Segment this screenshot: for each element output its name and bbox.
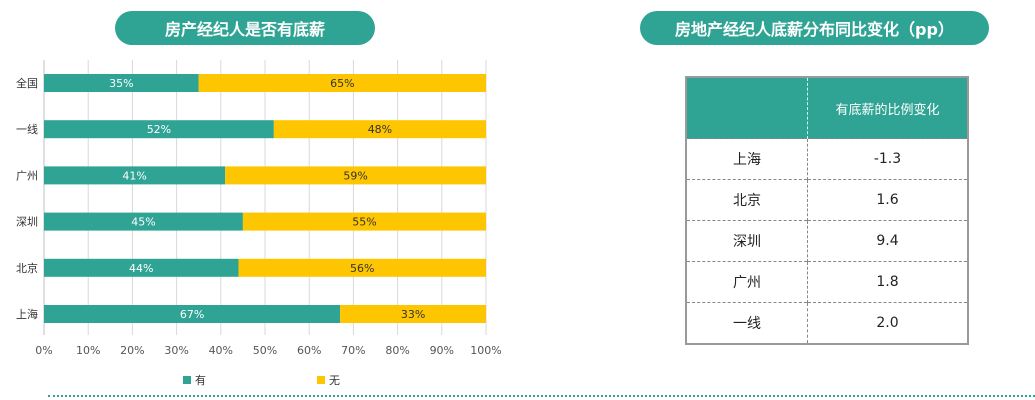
x-tick-label: 20% <box>120 344 144 357</box>
bar-segment-yes <box>44 212 243 231</box>
bar-segment-yes <box>44 166 226 185</box>
data-label: 45% <box>131 216 155 229</box>
row-value: 9.4 <box>807 220 968 262</box>
x-tick-label: 40% <box>209 344 233 357</box>
table-row: 一线 2.0 <box>686 302 968 344</box>
data-label: 56% <box>350 262 374 275</box>
table-row: 上海 -1.3 <box>686 138 968 180</box>
legend-label: 有 <box>195 373 206 387</box>
data-label: 52% <box>147 123 171 136</box>
bar-segment-no <box>225 166 486 185</box>
legend-swatch <box>317 376 325 384</box>
row-city: 深圳 <box>686 220 808 262</box>
x-tick-label: 0% <box>35 344 52 357</box>
x-tick-label: 100% <box>470 344 501 357</box>
row-city: 广州 <box>686 261 808 303</box>
data-label: 59% <box>343 169 367 182</box>
chart-title: 房产经纪人是否有底薪 <box>115 11 375 45</box>
category-label: 北京 <box>16 261 38 275</box>
category-label: 上海 <box>16 307 38 321</box>
table-row: 广州 1.8 <box>686 261 968 303</box>
bar-segment-no <box>273 120 486 139</box>
bar-segment-yes <box>44 120 274 139</box>
data-label: 41% <box>122 169 146 182</box>
x-tick-label: 70% <box>341 344 365 357</box>
row-city: 一线 <box>686 302 808 344</box>
change-table: 有底薪的比例变化 上海 -1.3 北京 1.6 深圳 9.4 广州 1.8 一线 2.0 <box>685 76 969 345</box>
data-label: 65% <box>330 77 354 90</box>
data-label: 44% <box>129 262 153 275</box>
data-label: 33% <box>401 308 425 321</box>
category-label: 深圳 <box>16 216 38 229</box>
bar-segment-no <box>198 74 486 92</box>
x-tick-label: 90% <box>430 344 454 357</box>
bar-segment-yes <box>44 258 239 277</box>
legend-label: 无 <box>329 374 340 387</box>
category-label: 一线 <box>16 122 38 136</box>
bar-segment-yes <box>44 74 199 92</box>
row-value: 2.0 <box>807 302 968 344</box>
bar-segment-no <box>340 305 486 323</box>
category-label: 全国 <box>16 76 38 90</box>
category-label: 广州 <box>16 169 38 182</box>
table-row: 北京 1.6 <box>686 179 968 221</box>
legend-swatch <box>183 376 191 384</box>
x-tick-label: 10% <box>76 344 100 357</box>
row-city: 北京 <box>686 179 808 221</box>
table-row: 深圳 9.4 <box>686 220 968 262</box>
x-tick-label: 80% <box>385 344 409 357</box>
row-value: 1.8 <box>807 261 968 303</box>
header-city <box>686 77 808 139</box>
table-header-row: 有底薪的比例变化 <box>686 77 968 139</box>
row-value: -1.3 <box>807 138 968 180</box>
data-label: 67% <box>180 308 204 321</box>
bar-segment-yes <box>44 305 341 323</box>
x-tick-label: 60% <box>297 344 321 357</box>
table-title: 房地产经纪人底薪分布同比变化（pp） <box>640 11 989 45</box>
bar-segment-no <box>238 258 486 277</box>
x-tick-label: 50% <box>253 344 277 357</box>
header-change: 有底薪的比例变化 <box>807 77 968 139</box>
row-value: 1.6 <box>807 179 968 221</box>
x-tick-label: 30% <box>164 344 188 357</box>
data-label: 48% <box>368 123 392 136</box>
data-label: 55% <box>352 216 376 229</box>
stacked-bar-chart: 0% 10% 20% 30% 40% 50% 60% 70% 80% 90% 100% 全国 35% 65… <box>16 60 502 387</box>
row-city: 上海 <box>686 138 808 180</box>
bar-segment-no <box>242 212 486 231</box>
data-label: 35% <box>109 77 133 90</box>
bottom-dotted-divider <box>48 395 1035 397</box>
